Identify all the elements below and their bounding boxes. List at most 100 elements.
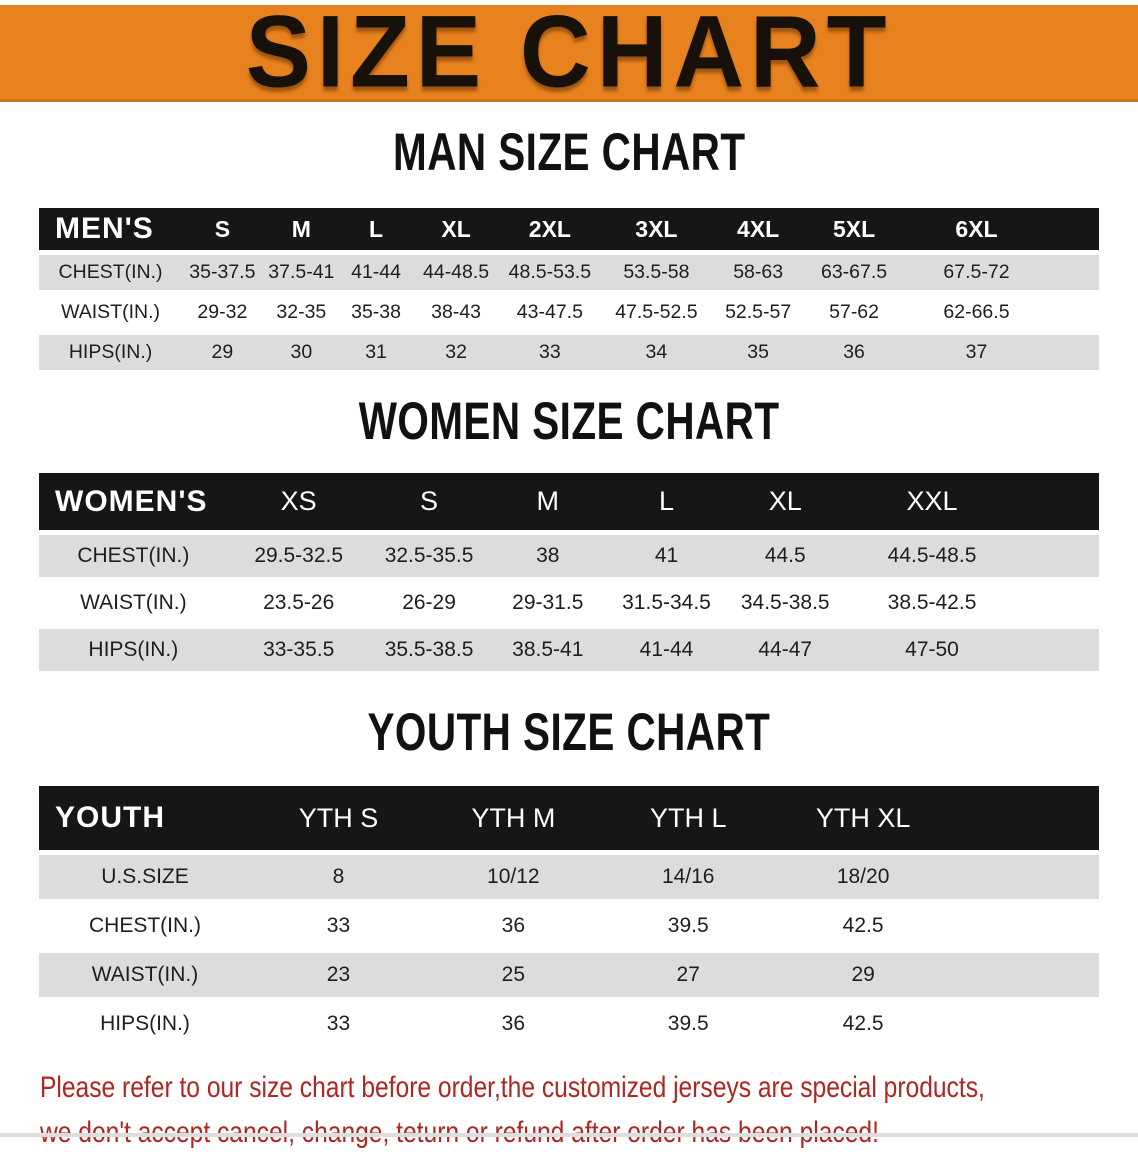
- value-cell: 29-31.5: [512, 591, 584, 614]
- value-cell: 14/16: [600, 855, 776, 899]
- filler-cell: [1048, 255, 1099, 290]
- value-cell: 52.5-57: [725, 301, 792, 323]
- value-cell: 29.5-32.5: [227, 535, 370, 577]
- filler-cell: [951, 1002, 1099, 1046]
- category-header: YOUTH: [39, 786, 251, 850]
- header-row: YOUTH YTH S YTH M YTH L YTH XL: [39, 786, 1099, 850]
- value-cell: 42.5: [842, 914, 884, 937]
- value-cell: 34: [599, 335, 714, 370]
- value-cell: 18/20: [775, 855, 951, 899]
- value-cell: 35: [713, 335, 804, 370]
- size-column-header: M: [488, 473, 608, 530]
- value-cell: 31.5-34.5: [622, 591, 711, 614]
- sections: MAN SIZE CHART MEN'S S M L XL 2XL 3XL 4XL 5XL 6XL C…: [0, 122, 1138, 1051]
- row-label: HIPS(IN.): [100, 1012, 190, 1035]
- row-label: HIPS(IN.): [39, 335, 183, 370]
- value-cell: 44-47: [725, 629, 845, 671]
- value-cell: 47-50: [844, 629, 1020, 671]
- filler-cell: [1019, 473, 1099, 530]
- measurement-row: CHEST(IN.) 33 36 39.5 42.5: [39, 904, 1099, 948]
- size-column-header: XL: [412, 208, 501, 250]
- size-column-header: XXL: [844, 473, 1020, 530]
- filler-cell: [1048, 208, 1099, 250]
- category-header: MEN'S: [39, 208, 183, 250]
- size-column-header: 6XL: [904, 208, 1049, 250]
- value-cell: 8: [251, 855, 426, 899]
- filler-cell: [950, 786, 1099, 850]
- section-man-size-chart: MAN SIZE CHART MEN'S S M L XL 2XL 3XL 4XL 5XL 6XL C…: [0, 122, 1138, 375]
- value-cell: 48.5-53.5: [500, 255, 600, 290]
- value-cell: 26-29: [402, 591, 456, 614]
- value-cell: 53.5-58: [599, 255, 714, 290]
- value-cell: 32-35: [276, 301, 327, 323]
- filler-cell: [1019, 535, 1099, 577]
- value-cell: 32.5-35.5: [369, 535, 489, 577]
- heading-text: MAN SIZE CHART: [392, 122, 746, 182]
- value-cell: 38.5-42.5: [887, 591, 977, 614]
- value-cell: 58-63: [713, 255, 804, 290]
- filler-cell: [951, 904, 1099, 948]
- measurement-row: WAIST(IN.) 23 25 27 29: [39, 953, 1099, 997]
- value-cell: 32: [412, 335, 501, 370]
- value-cell: 23.5-26: [263, 591, 335, 614]
- value-cell: 47.5-52.5: [615, 301, 698, 323]
- header-row: MEN'S S M L XL 2XL 3XL 4XL 5XL 6XL: [39, 208, 1099, 250]
- measurement-row: WAIST(IN.) 29-32 32-35 35-38 38-43 43-47.5 47.…: [39, 295, 1099, 330]
- row-label: WAIST(IN.): [80, 591, 187, 614]
- bottom-edge-divider: [0, 1133, 1138, 1137]
- youth-size-chart-heading: YOUTH SIZE CHART: [0, 702, 1138, 767]
- value-cell: 39.5: [667, 1012, 709, 1035]
- size-column-header: YTH M: [425, 786, 601, 850]
- measurement-row: WAIST(IN.) 23.5-26 26-29 29-31.5 31.5-34.5 34…: [39, 582, 1099, 624]
- value-cell: 33: [500, 335, 600, 370]
- size-column-header: 4XL: [713, 208, 804, 250]
- section-women-size-chart: WOMEN SIZE CHART WOMEN'S XS S M L XL XXL CHEST(I…: [0, 391, 1138, 676]
- filler-cell: [1048, 295, 1099, 330]
- size-column-header: S: [369, 473, 489, 530]
- row-label: WAIST(IN.): [39, 953, 251, 997]
- banner: SIZE CHART: [0, 1, 1138, 103]
- size-column-header: L: [607, 473, 726, 530]
- size-column-header: L: [340, 208, 413, 250]
- filler-cell: [950, 953, 1099, 997]
- value-cell: 63-67.5: [803, 255, 905, 290]
- value-cell: 29: [775, 953, 951, 997]
- value-cell: 23: [251, 953, 426, 997]
- value-cell: 33: [326, 914, 351, 937]
- value-cell: 29-32: [197, 301, 248, 323]
- value-cell: 38.5-41: [488, 629, 608, 671]
- heading-text: YOUTH SIZE CHART: [367, 702, 771, 762]
- size-column-header: XS: [227, 473, 370, 530]
- size-column-header: 3XL: [599, 208, 714, 250]
- value-cell: 41-44: [607, 629, 726, 671]
- women-size-chart-heading: WOMEN SIZE CHART: [0, 391, 1138, 456]
- row-label: HIPS(IN.): [39, 629, 228, 671]
- value-cell: 38: [488, 535, 608, 577]
- value-cell: 42.5: [842, 1012, 884, 1035]
- row-label: U.S.SIZE: [39, 855, 251, 899]
- value-cell: 44.5: [725, 535, 845, 577]
- value-cell: 36: [501, 914, 526, 937]
- youth-size-chart-table: YOUTH YTH S YTH M YTH L YTH XL U.S.SIZE 8 10/12…: [39, 781, 1099, 1051]
- header-row: WOMEN'S XS S M L XL XXL: [39, 473, 1099, 530]
- filler-cell: [1019, 582, 1099, 624]
- section-youth-size-chart: YOUTH SIZE CHART YOUTH YTH S YTH M YTH L YTH …: [0, 702, 1138, 1051]
- value-cell: 43-47.5: [516, 301, 583, 323]
- value-cell: 38-43: [431, 301, 482, 323]
- value-cell: 57-62: [829, 301, 879, 323]
- notice-line-1: Please refer to our size chart before or…: [40, 1071, 985, 1104]
- man-size-chart-heading: MAN SIZE CHART: [0, 122, 1138, 187]
- value-cell: 35-38: [351, 301, 401, 323]
- measurement-row: CHEST(IN.) 35-37.5 37.5-41 41-44 44-48.5 48.5…: [39, 255, 1099, 290]
- measurement-row: HIPS(IN.) 33-35.5 35.5-38.5 38.5-41 41-44 44-…: [39, 629, 1099, 671]
- value-cell: 34.5-38.5: [740, 591, 830, 614]
- measurement-row: U.S.SIZE 8 10/12 14/16 18/20: [39, 855, 1099, 899]
- size-column-header: YTH XL: [775, 786, 951, 850]
- value-cell: 37.5-41: [262, 255, 341, 290]
- value-cell: 44-48.5: [412, 255, 501, 290]
- man-size-chart-table: MEN'S S M L XL 2XL 3XL 4XL 5XL 6XL CHEST(IN.) 35-37…: [39, 203, 1099, 375]
- row-label: CHEST(IN.): [39, 535, 228, 577]
- size-column-header: YTH S: [251, 786, 426, 850]
- value-cell: 33: [326, 1012, 351, 1035]
- row-label: CHEST(IN.): [89, 914, 201, 937]
